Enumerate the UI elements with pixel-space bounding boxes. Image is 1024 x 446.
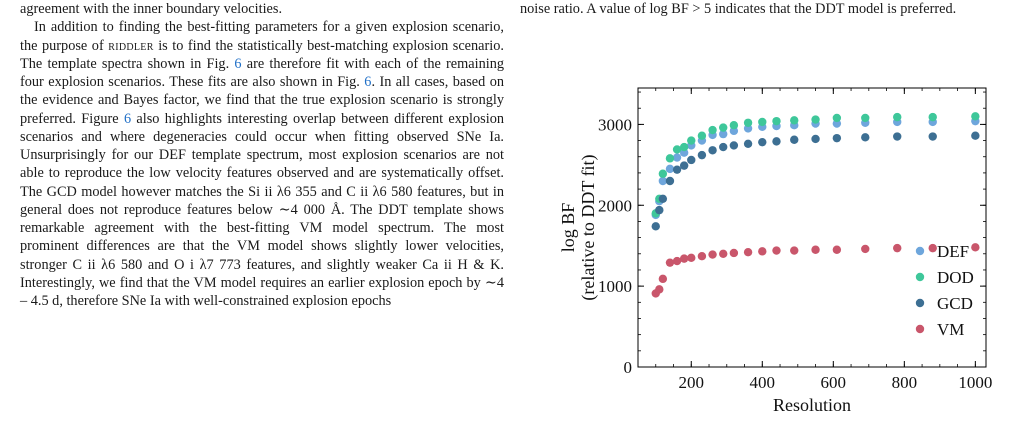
data-point-vm [743,247,753,257]
data-point-vm [679,254,689,263]
y-tick-label: 0 [624,358,633,377]
y-axis-label: log BF [558,203,578,253]
data-point-dod [679,142,689,152]
legend-label-gcd: GCD [937,294,973,313]
y-tick-label: 1000 [598,277,632,296]
data-point-gcd [971,131,980,140]
data-point-vm [697,252,707,261]
y-tick-label: 3000 [598,115,632,134]
data-point-vm [758,247,767,256]
legend-label-dod: DOD [937,268,974,287]
data-point-dod [832,113,842,123]
data-point-dod [672,145,682,154]
data-point-dod [758,117,767,127]
data-point-dod [861,113,870,123]
data-point-gcd [790,135,799,144]
data-point-dod [928,112,937,122]
legend-label-vm: VM [937,320,964,339]
figure-ref-link[interactable]: 6 [364,74,372,90]
data-point-gcd [811,134,820,144]
data-point-gcd [832,133,842,143]
data-point-def [719,129,728,139]
data-point-vm [729,248,739,258]
x-tick-label: 200 [679,373,705,392]
data-point-gcd [665,176,675,186]
body-text-left-column: agreement with the inner boundary veloci… [20,0,504,310]
data-point-dod [729,121,739,130]
data-point-gcd [658,194,668,203]
data-point-vm [665,258,675,267]
data-point-gcd [672,165,682,174]
data-point-dod [743,118,753,127]
data-point-dod [658,169,668,178]
x-tick-label: 1000 [958,373,992,392]
legend-marker-vm [915,324,925,334]
legend-marker-gcd [915,298,925,308]
figure-ref-link[interactable]: 6 [234,55,242,72]
data-point-gcd [928,132,937,141]
x-tick-label: 400 [750,373,776,392]
data-point-def [665,164,675,174]
data-point-vm [655,285,664,294]
data-point-gcd [651,222,660,231]
legend-label-def: DEF [937,242,969,261]
data-point-vm [790,246,799,255]
data-point-vm [658,274,668,284]
data-point-vm [708,250,717,259]
paragraph-explosion-scenarios: In addition to finding the best-fitting … [20,19,505,309]
data-point-vm [772,246,781,255]
data-point-vm [672,256,682,266]
y-axis-label-sub: (relative to DDT fit) [578,154,599,300]
y-tick-label: 2000 [598,196,632,215]
figure-ref-link[interactable]: 6 [123,110,132,127]
data-point-vm [861,244,870,254]
data-point-vm [893,243,902,253]
data-point-def [672,153,682,162]
data-point-dod [772,116,781,126]
data-point-gcd [861,133,870,142]
log-bf-scatter-chart: 200 400 600 800 1000 0 1000 2000 3000 Resolution l… [558,87,992,415]
data-point-vm [832,245,842,254]
data-point-dod [665,154,675,163]
data-point-gcd [679,161,689,170]
data-point-gcd [743,139,753,148]
data-point-vm [928,243,937,253]
figure-caption-tail: noise ratio. A value of log BF > 5 indic… [520,1,957,17]
data-point-gcd [708,146,717,155]
data-point-dod [971,112,980,121]
riddler-name: riddler [108,37,154,54]
data-point-vm [811,245,820,254]
data-point-gcd [729,141,739,150]
data-point-dod [708,125,717,135]
data-point-dod [790,116,799,125]
data-point-gcd [697,150,707,160]
data-point-gcd [687,155,696,165]
data-point-dod [687,136,696,145]
data-point-vm [687,253,696,263]
x-tick-label: 600 [821,373,847,392]
data-point-def [658,176,668,186]
data-point-gcd [893,132,902,141]
data-point-dod [893,112,902,122]
data-point-dod [811,115,820,124]
data-point-gcd [719,142,728,152]
data-point-vm [971,243,980,252]
data-point-gcd [655,205,664,215]
data-point-dod [719,123,728,132]
data-point-vm [719,249,728,258]
paragraph-tail: agreement with the inner boundary veloci… [20,1,283,17]
legend-marker-dod [915,272,925,282]
data-point-gcd [758,137,767,147]
data-point-dod [697,131,707,140]
plot-frame [637,87,987,368]
data-point-gcd [772,137,781,146]
x-tick-label: 800 [892,373,918,392]
x-axis-label: Resolution [773,395,851,415]
legend-marker-def [915,246,925,256]
